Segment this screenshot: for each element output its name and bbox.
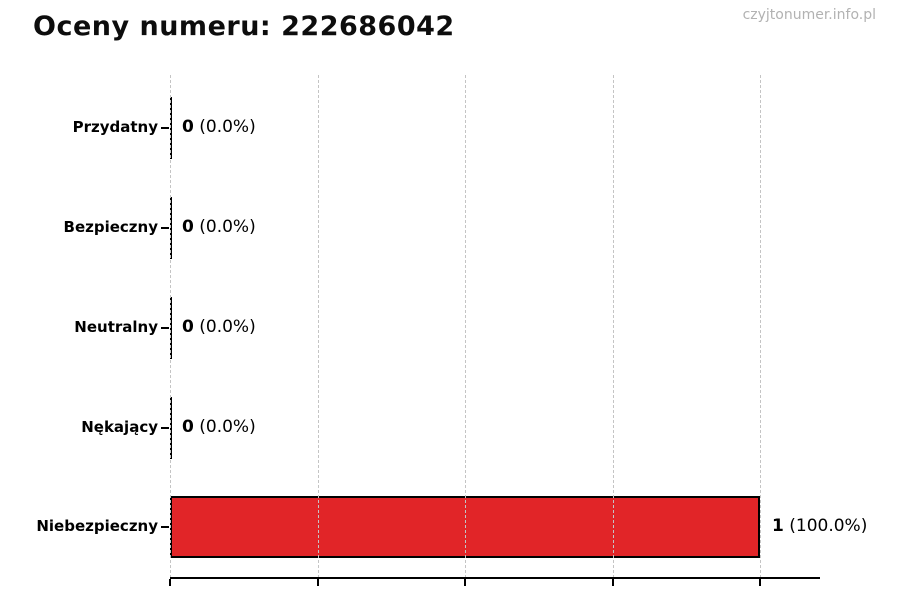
y-axis-tick bbox=[161, 526, 169, 528]
bar-przydatny bbox=[170, 97, 172, 159]
category-label-niebezpieczny: Niebezpieczny bbox=[36, 517, 158, 535]
gridline bbox=[317, 75, 319, 578]
category-label-bezpieczny: Bezpieczny bbox=[63, 218, 158, 236]
value-percent: (100.0%) bbox=[789, 516, 868, 536]
value-count: 0 bbox=[182, 117, 194, 137]
category-label-nekajacy: Nękający bbox=[81, 417, 158, 436]
value-label-bezpieczny: 0 (0.0%) bbox=[182, 217, 256, 237]
value-label-nekajacy: 0 (0.0%) bbox=[182, 417, 256, 437]
category-label-przydatny: Przydatny bbox=[72, 118, 158, 136]
bar-nekajacy bbox=[170, 396, 172, 459]
y-axis-tick bbox=[161, 227, 169, 229]
value-count: 0 bbox=[182, 317, 194, 337]
y-axis-tick bbox=[161, 327, 169, 329]
x-axis-tick bbox=[169, 579, 171, 586]
value-percent: (0.0%) bbox=[199, 317, 256, 337]
value-percent: (0.0%) bbox=[199, 416, 256, 437]
x-axis-tick bbox=[464, 579, 466, 586]
bar-bezpieczny bbox=[170, 197, 172, 259]
bar-neutralny bbox=[170, 297, 172, 359]
value-count: 0 bbox=[182, 416, 194, 437]
gridline bbox=[612, 75, 614, 578]
x-axis-line bbox=[170, 577, 820, 579]
gridline bbox=[760, 75, 761, 578]
value-percent: (0.0%) bbox=[199, 117, 256, 137]
gridline bbox=[465, 75, 466, 578]
x-axis-tick bbox=[611, 579, 614, 586]
value-label-przydatny: 0 (0.0%) bbox=[182, 117, 256, 137]
value-label-neutralny: 0 (0.0%) bbox=[182, 317, 256, 337]
gridline bbox=[170, 75, 171, 578]
category-label-neutralny: Neutralny bbox=[74, 318, 158, 336]
value-percent: (0.0%) bbox=[199, 217, 256, 237]
page-title: Oceny numeru: 222686042 bbox=[33, 11, 455, 42]
watermark-text: czyjtonumer.info.pl bbox=[742, 7, 876, 23]
value-count: 0 bbox=[182, 217, 194, 237]
value-count: 1 bbox=[772, 516, 784, 536]
y-axis-tick bbox=[161, 127, 169, 129]
value-label-niebezpieczny: 1 (100.0%) bbox=[772, 516, 867, 536]
y-axis-tick bbox=[161, 426, 169, 429]
x-axis-tick bbox=[316, 579, 319, 586]
x-axis-tick bbox=[759, 579, 761, 586]
